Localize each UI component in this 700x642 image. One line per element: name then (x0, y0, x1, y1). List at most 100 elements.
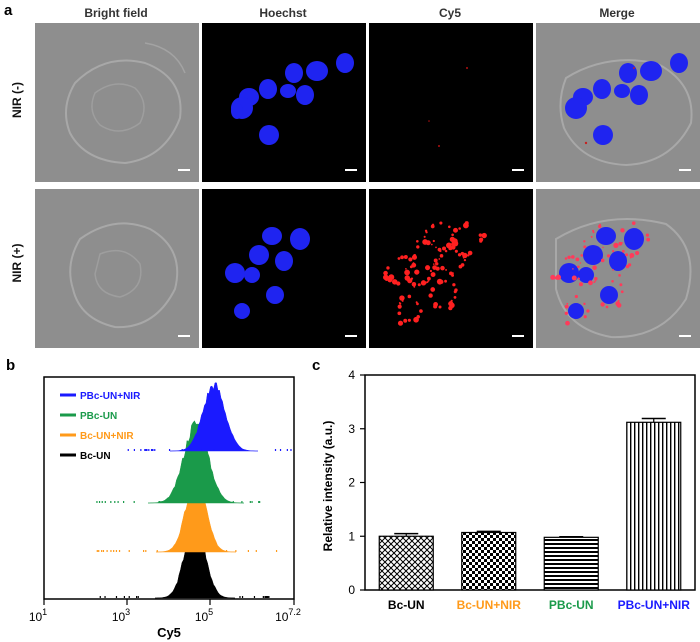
cy5-speckle (442, 246, 447, 251)
cy5-speckle (615, 301, 621, 307)
cy5-speckle (383, 270, 388, 276)
flow-cytometry-histogram: PBc-UN+NIR PBc-UN Bc-UN+NIR Bc-UN 101 103 105… (29, 376, 301, 640)
cy5-speckle (612, 250, 615, 253)
cy5-speckle (566, 302, 569, 305)
histogram-tail-dot (137, 596, 139, 598)
cy5-speckle (433, 263, 435, 265)
histogram-tail-dot (128, 596, 130, 598)
cy5-speckle (388, 274, 395, 281)
histogram-tail-dot (133, 501, 135, 503)
cy5-speckle (429, 269, 433, 273)
cy5-speckle (618, 274, 621, 277)
cy5-speckle (598, 223, 602, 226)
cy5-speckle (572, 268, 574, 270)
histogram-tail-dot (240, 449, 242, 451)
histogram-tail-dot (198, 501, 200, 503)
cy5-speckle (629, 256, 632, 259)
histogram-tail-dot (255, 550, 257, 552)
cy5-speckle (594, 276, 598, 281)
histogram-tail-dot (175, 501, 177, 503)
cy5-speckle (564, 311, 569, 315)
category-label: PBc-UN (549, 598, 594, 612)
cy5-speckle (416, 302, 419, 306)
cy5-speckle (452, 240, 459, 247)
histogram-tail-dot (98, 501, 101, 503)
histogram-tail-dot (266, 596, 268, 598)
cy5-speckle (397, 257, 401, 260)
histogram-tail-dot (207, 550, 209, 552)
column-header-bright-field: Bright field (84, 6, 148, 20)
image-nir-minus-hoechst (202, 23, 366, 182)
cy5-speckle (564, 257, 568, 260)
histogram-tail-dot (136, 596, 138, 598)
histogram-tail-dot (267, 596, 269, 598)
cy5-speckle (555, 274, 561, 280)
histogram-tail-dot (106, 550, 108, 552)
histogram-tail-dot (128, 550, 130, 552)
histogram-tail-dot (146, 449, 148, 451)
histogram-tail-dot (151, 449, 153, 451)
cy5-speckle (580, 254, 583, 257)
cy5-speckle (577, 277, 580, 280)
axes: 0 1 2 3 4 (348, 368, 696, 597)
histogram-tail-dot (158, 501, 160, 503)
cy5-speckle (631, 221, 636, 225)
scale-bar (345, 335, 357, 337)
cy5-speckle (618, 242, 622, 245)
cy5-speckle (404, 269, 410, 276)
cy5-speckle (425, 231, 428, 234)
cy5-speckle (451, 233, 454, 237)
histogram-tail-dot (265, 596, 267, 598)
histogram-tail-dot (199, 501, 201, 503)
cy5-speckle (479, 237, 484, 242)
cy5-speckle (428, 293, 433, 298)
histogram-tail-dot (184, 596, 186, 598)
cy5-speckle (612, 269, 614, 271)
histogram-tail-dot (104, 501, 106, 503)
histogram-tail-dot (102, 550, 105, 552)
cy5-speckle (448, 225, 451, 229)
cy5-speckle (620, 228, 625, 233)
cy5-speckle (550, 274, 556, 280)
cy5-speckle (439, 221, 443, 225)
histogram-tail-dot (274, 449, 277, 451)
cy5-speckle (384, 276, 390, 282)
cy5-speckle (645, 233, 649, 237)
cy5-speckle (590, 235, 593, 238)
y-tick-label: 2 (348, 476, 355, 490)
row-label-nir-plus: NIR (+) (10, 243, 24, 283)
histogram-tail-dot (115, 596, 118, 598)
histogram-tail-dot (96, 550, 98, 552)
histogram-tail-dot (99, 596, 101, 598)
cy5-speckle (433, 258, 438, 263)
merge-overlay (550, 218, 692, 339)
histogram-tail-dot (235, 550, 237, 552)
cy5-speckle (621, 242, 623, 244)
cy5-speckle (606, 254, 611, 258)
cy5-speckle (430, 272, 436, 277)
column-header-cy5: Cy5 (438, 6, 461, 20)
histogram-tail-dot (181, 449, 183, 451)
histogram-tail-dot (190, 550, 192, 552)
histogram-tail-dot (110, 501, 112, 503)
x-tick-label: 107.2 (275, 607, 301, 624)
cy5-speckle (399, 295, 405, 301)
histogram-tail-dot (239, 596, 241, 598)
cy5-speckle (565, 320, 570, 326)
cy5-speckle (426, 281, 429, 284)
merge-overlay (559, 53, 693, 167)
histogram-tail-dot (232, 501, 234, 503)
histogram-tail-dot (144, 449, 146, 451)
histogram-tail-dot (241, 596, 244, 598)
histogram-tail-dot (161, 501, 163, 503)
cy5-speckle (408, 257, 413, 262)
cy5-speckle (426, 276, 431, 281)
cy5-speckle (414, 269, 420, 275)
histogram-tail-dot (110, 550, 112, 552)
histogram-tail-dot (174, 550, 176, 552)
cy5-speckle (567, 255, 571, 260)
histogram-tail-dot (192, 596, 195, 598)
x-tick-label: 105 (195, 607, 213, 624)
cy5-speckle (588, 280, 593, 286)
histogram-tail-dot (207, 596, 210, 598)
